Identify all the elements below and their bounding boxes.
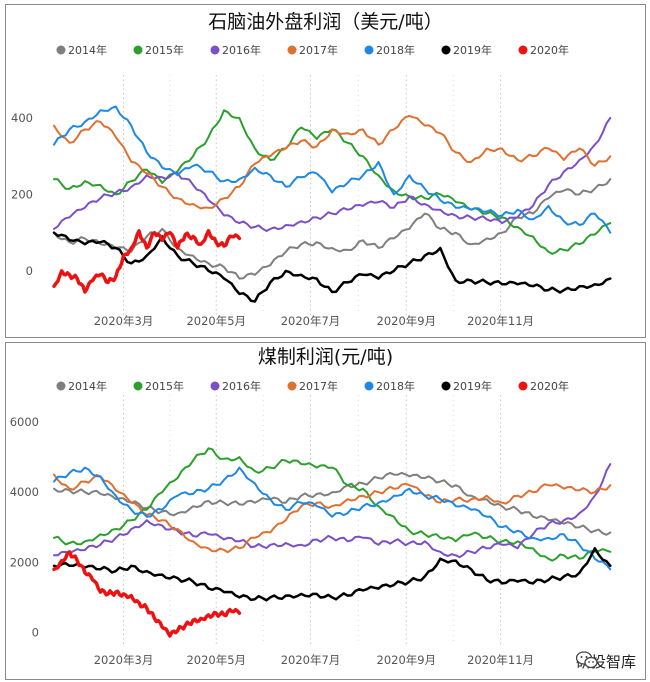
- naphtha-chart: 石脑油外盘利润（美元/吨）2014年 2015年 2016年 2017年 2018年 20…: [11, 11, 612, 328]
- series-line-2019年: [52, 547, 612, 602]
- y-tick-label: 0: [26, 264, 33, 278]
- chart-title: 煤制利润(元/吨): [258, 346, 393, 368]
- legend-label: 2019年: [453, 379, 492, 393]
- legend-label: 2018年: [376, 379, 415, 393]
- legend-marker: [133, 381, 143, 391]
- legend-label: 2014年: [68, 379, 107, 393]
- legend-marker: [56, 381, 66, 391]
- legend-marker: [210, 45, 220, 55]
- x-tick-label: 2020年3月: [94, 314, 154, 328]
- legend: 2014年 2015年 2016年 2017年 2018年 2019年 2020年: [56, 43, 569, 57]
- legend: 2014年 2015年 2016年 2017年 2018年 2019年 2020年: [56, 379, 569, 393]
- series-line-2017年: [53, 115, 612, 210]
- series-line-2020年: [52, 550, 242, 638]
- legend-marker: [364, 381, 374, 391]
- y-tick-label: 0: [32, 625, 39, 639]
- x-tick-label: 2020年9月: [377, 314, 437, 328]
- x-tick-label: 2020年9月: [377, 653, 437, 667]
- x-tick-label: 2020年7月: [281, 653, 341, 667]
- series-line-2019年: [52, 231, 612, 303]
- legend-marker: [364, 45, 374, 55]
- wechat-icon: [575, 651, 598, 669]
- legend-label: 2020年: [530, 379, 569, 393]
- legend-label: 2015年: [145, 43, 184, 57]
- legend-label: 2020年: [530, 43, 569, 57]
- legend-label: 2018年: [376, 43, 415, 57]
- x-tick-label: 2020年7月: [281, 314, 341, 328]
- series-line-2016年: [53, 463, 612, 559]
- x-tick-label: 2020年3月: [94, 653, 154, 667]
- x-tick-label: 2020年5月: [186, 314, 246, 328]
- watermark: 研投智库: [575, 651, 636, 672]
- y-tick-label: 2000: [10, 555, 39, 569]
- legend-marker: [56, 45, 66, 55]
- legend-marker: [210, 381, 220, 391]
- legend-label: 2016年: [222, 43, 261, 57]
- chart-title: 石脑油外盘利润（美元/吨）: [208, 11, 442, 33]
- legend-label: 2015年: [145, 379, 184, 393]
- x-tick-label: 2020年11月: [467, 653, 534, 667]
- legend-label: 2014年: [68, 43, 107, 57]
- legend-marker: [518, 45, 528, 55]
- legend-label: 2016年: [222, 379, 261, 393]
- legend-marker: [287, 45, 297, 55]
- legend-marker: [133, 45, 143, 55]
- series-line-2015年: [53, 447, 612, 562]
- legend-marker: [441, 381, 451, 391]
- series-line-2014年: [53, 178, 612, 280]
- series-line-2018年: [53, 105, 612, 234]
- series-line-2016年: [53, 116, 612, 232]
- y-tick-label: 200: [11, 187, 33, 201]
- legend-label: 2017年: [299, 379, 338, 393]
- series-line-2014年: [53, 471, 612, 536]
- legend-marker: [518, 381, 528, 391]
- y-tick-label: 6000: [10, 415, 39, 429]
- y-tick-label: 4000: [10, 485, 39, 499]
- coal-chart: 煤制利润(元/吨)2014年 2015年 2016年 2017年 2018年 2019年 2…: [10, 346, 612, 667]
- x-tick-label: 2020年5月: [186, 653, 246, 667]
- legend-marker: [441, 45, 451, 55]
- y-tick-label: 400: [11, 111, 33, 125]
- legend-marker: [287, 381, 297, 391]
- legend-label: 2017年: [299, 43, 338, 57]
- series-line-2018年: [53, 466, 612, 571]
- series-line-2020年: [52, 229, 242, 294]
- series-line-2017年: [53, 473, 612, 554]
- coal-chart-panel: 煤制利润(元/吨) 2014年 2015年 2016年 2017年 2018年 2019年 2…: [5, 342, 646, 680]
- legend-label: 2019年: [453, 43, 492, 57]
- naphtha-chart-panel: 石脑油外盘利润（美元/吨） 2014年 2015年 2016年 2017年 2018年 20…: [5, 4, 646, 338]
- x-tick-label: 2020年11月: [467, 314, 534, 328]
